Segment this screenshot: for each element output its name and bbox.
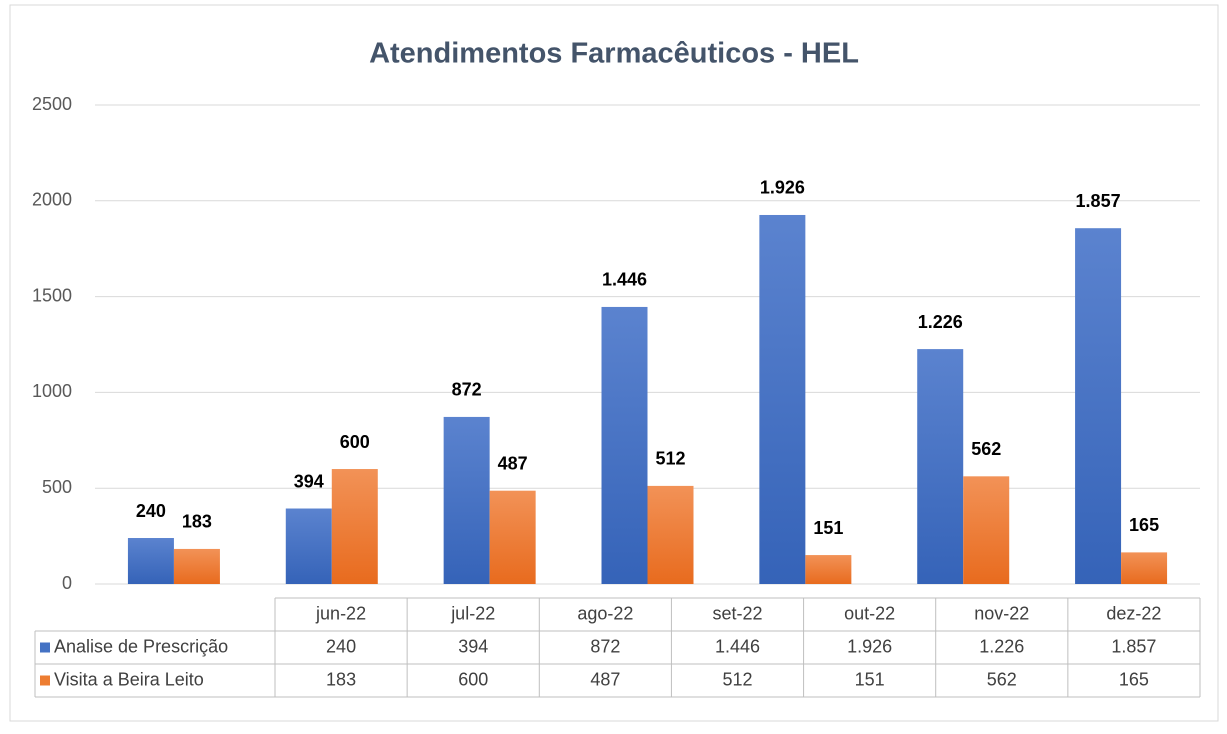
value-label: 151 [813,518,843,538]
bar [759,214,806,584]
y-tick-label: 1500 [32,285,72,305]
table-cell: 165 [1119,669,1149,689]
bar [331,469,378,584]
bar [489,490,536,584]
value-label: 872 [452,380,482,400]
table-header: nov-22 [974,603,1029,623]
y-tick-label: 0 [62,573,72,593]
table-header: out-22 [844,603,895,623]
value-label: 1.926 [760,178,805,198]
value-label: 1.446 [602,270,647,290]
bar [963,476,1010,584]
table-header: jul-22 [450,603,495,623]
table-cell: 1.857 [1111,636,1156,656]
legend-swatch [40,642,50,653]
bar [1075,228,1122,585]
table-cell: 1.226 [979,636,1024,656]
table-cell: 562 [987,669,1017,689]
y-tick-label: 1000 [32,381,72,401]
bar [285,508,332,584]
value-label: 600 [340,432,370,452]
legend-label: Analise de Prescrição [54,636,228,656]
value-label: 512 [655,449,685,469]
bar [173,548,220,584]
bar [601,306,648,584]
y-tick-label: 2500 [32,94,72,114]
value-label: 183 [182,512,212,532]
table-cell: 240 [326,636,356,656]
table-cell: 487 [590,669,620,689]
value-label: 394 [294,471,324,491]
value-label: 1.857 [1076,191,1121,211]
bar [1121,552,1168,584]
table-header: set-22 [712,603,762,623]
value-label: 240 [136,501,166,521]
value-label: 562 [971,439,1001,459]
value-label: 165 [1129,515,1159,535]
bar [127,538,174,584]
table-cell: 600 [458,669,488,689]
legend-label: Visita a Beira Leito [54,669,204,689]
table-header: ago-22 [577,603,633,623]
value-label: 1.226 [918,312,963,332]
table-header: jun-22 [315,603,366,623]
table-cell: 394 [458,636,488,656]
bar [805,555,852,584]
value-label: 487 [498,453,528,473]
table-cell: 151 [855,669,885,689]
table-cell: 512 [722,669,752,689]
y-tick-label: 2000 [32,190,72,210]
table-cell: 1.926 [847,636,892,656]
bar [917,349,964,584]
y-tick-label: 500 [42,477,72,497]
bar [443,416,490,584]
table-cell: 1.446 [715,636,760,656]
chart-title: Atendimentos Farmacêuticos - HEL [369,38,859,70]
table-cell: 872 [590,636,620,656]
legend-swatch [40,675,50,686]
table-header: dez-22 [1106,603,1161,623]
table-cell: 183 [326,669,356,689]
bar [647,485,694,584]
